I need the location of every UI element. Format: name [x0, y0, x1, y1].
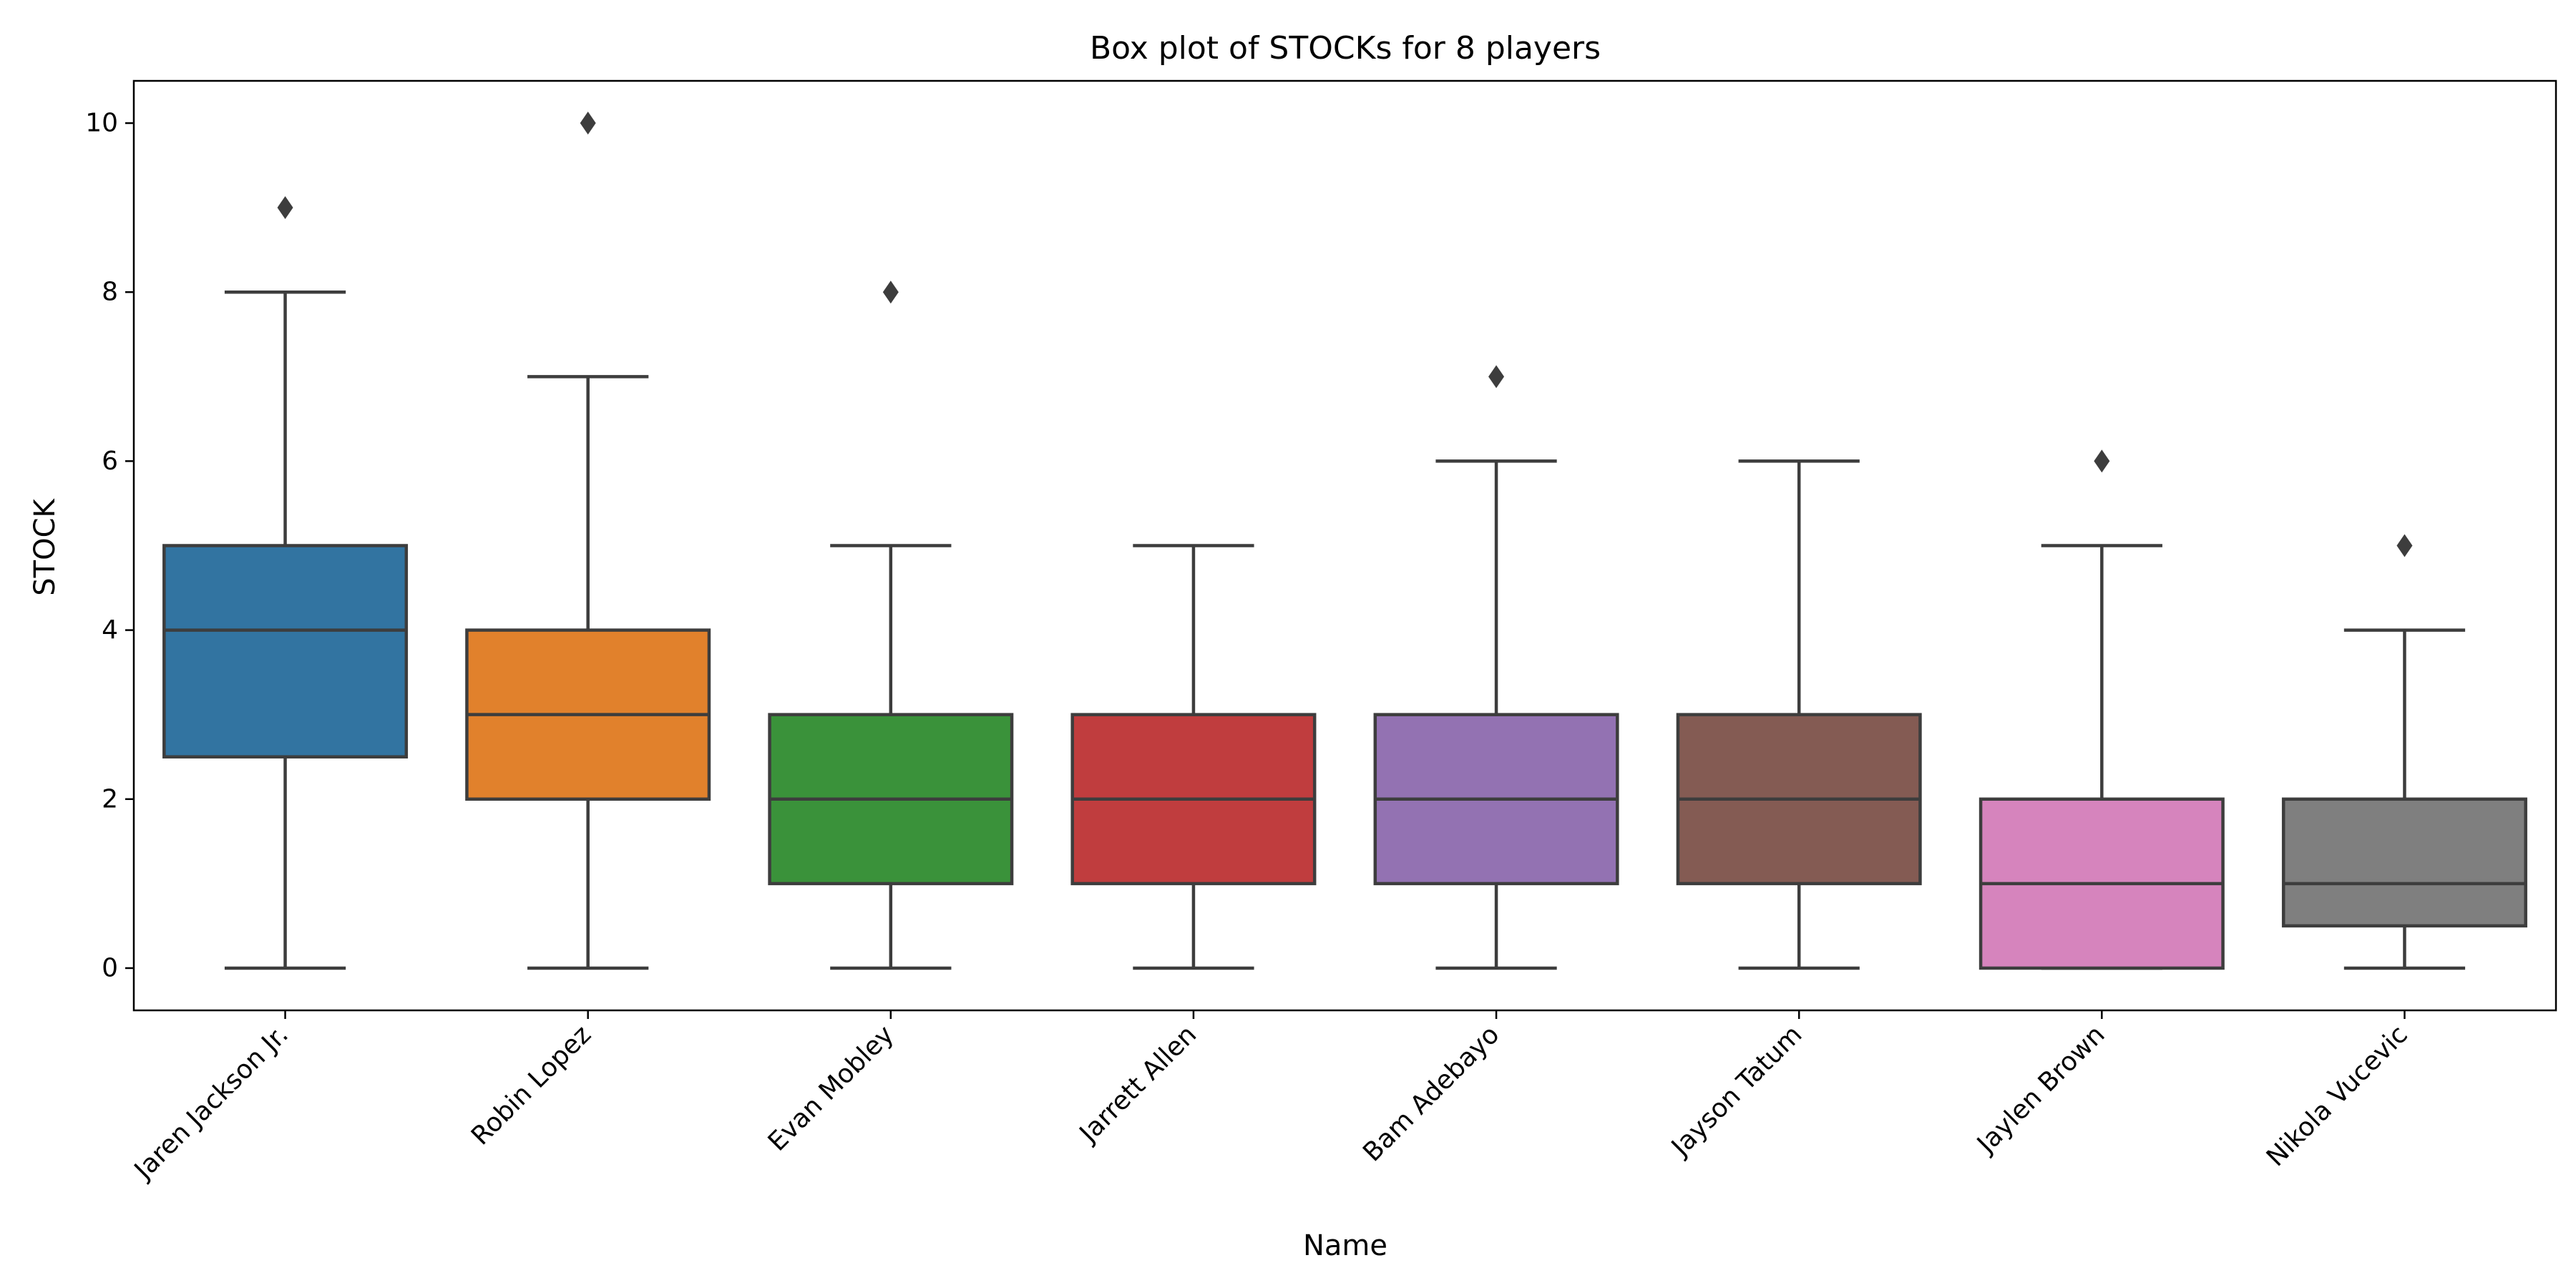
- outlier-point: [580, 112, 596, 135]
- outlier-point: [882, 280, 899, 304]
- plot-frame: [132, 79, 2557, 1012]
- chart-title: Box plot of STOCKs for 8 players: [1090, 30, 1601, 67]
- y-tick-label: 10: [85, 109, 118, 138]
- outlier-point: [277, 196, 293, 220]
- box-robin-lopez: [465, 112, 711, 970]
- outlier-point: [1488, 365, 1505, 389]
- y-axis-label: STOCK: [29, 497, 62, 595]
- y-tick-label: 6: [102, 447, 118, 476]
- outlier-point: [2396, 534, 2413, 557]
- y-tick-label: 8: [102, 278, 118, 307]
- box-evan-mobley: [768, 280, 1014, 970]
- box-iqr: [162, 544, 409, 758]
- box-jaylen-brown: [1979, 449, 2225, 970]
- y-tick-label: 4: [102, 615, 118, 645]
- plot-area: [162, 112, 2527, 970]
- y-tick-label: 0: [102, 953, 118, 982]
- x-axis-label: Name: [1303, 1229, 1387, 1262]
- outlier-point: [2094, 449, 2110, 473]
- box-bam-adebayo: [1373, 365, 1619, 970]
- box-jayson-tatum: [1676, 459, 1922, 970]
- box-iqr: [2281, 797, 2527, 928]
- box-nikola-vucevic: [2281, 534, 2527, 970]
- y-tick-label: 2: [102, 784, 118, 814]
- box-jaren-jackson-jr: [162, 196, 409, 970]
- box-jarrett-allen: [1070, 544, 1317, 970]
- y-axis: 0 2 4 6 8 10: [85, 109, 134, 982]
